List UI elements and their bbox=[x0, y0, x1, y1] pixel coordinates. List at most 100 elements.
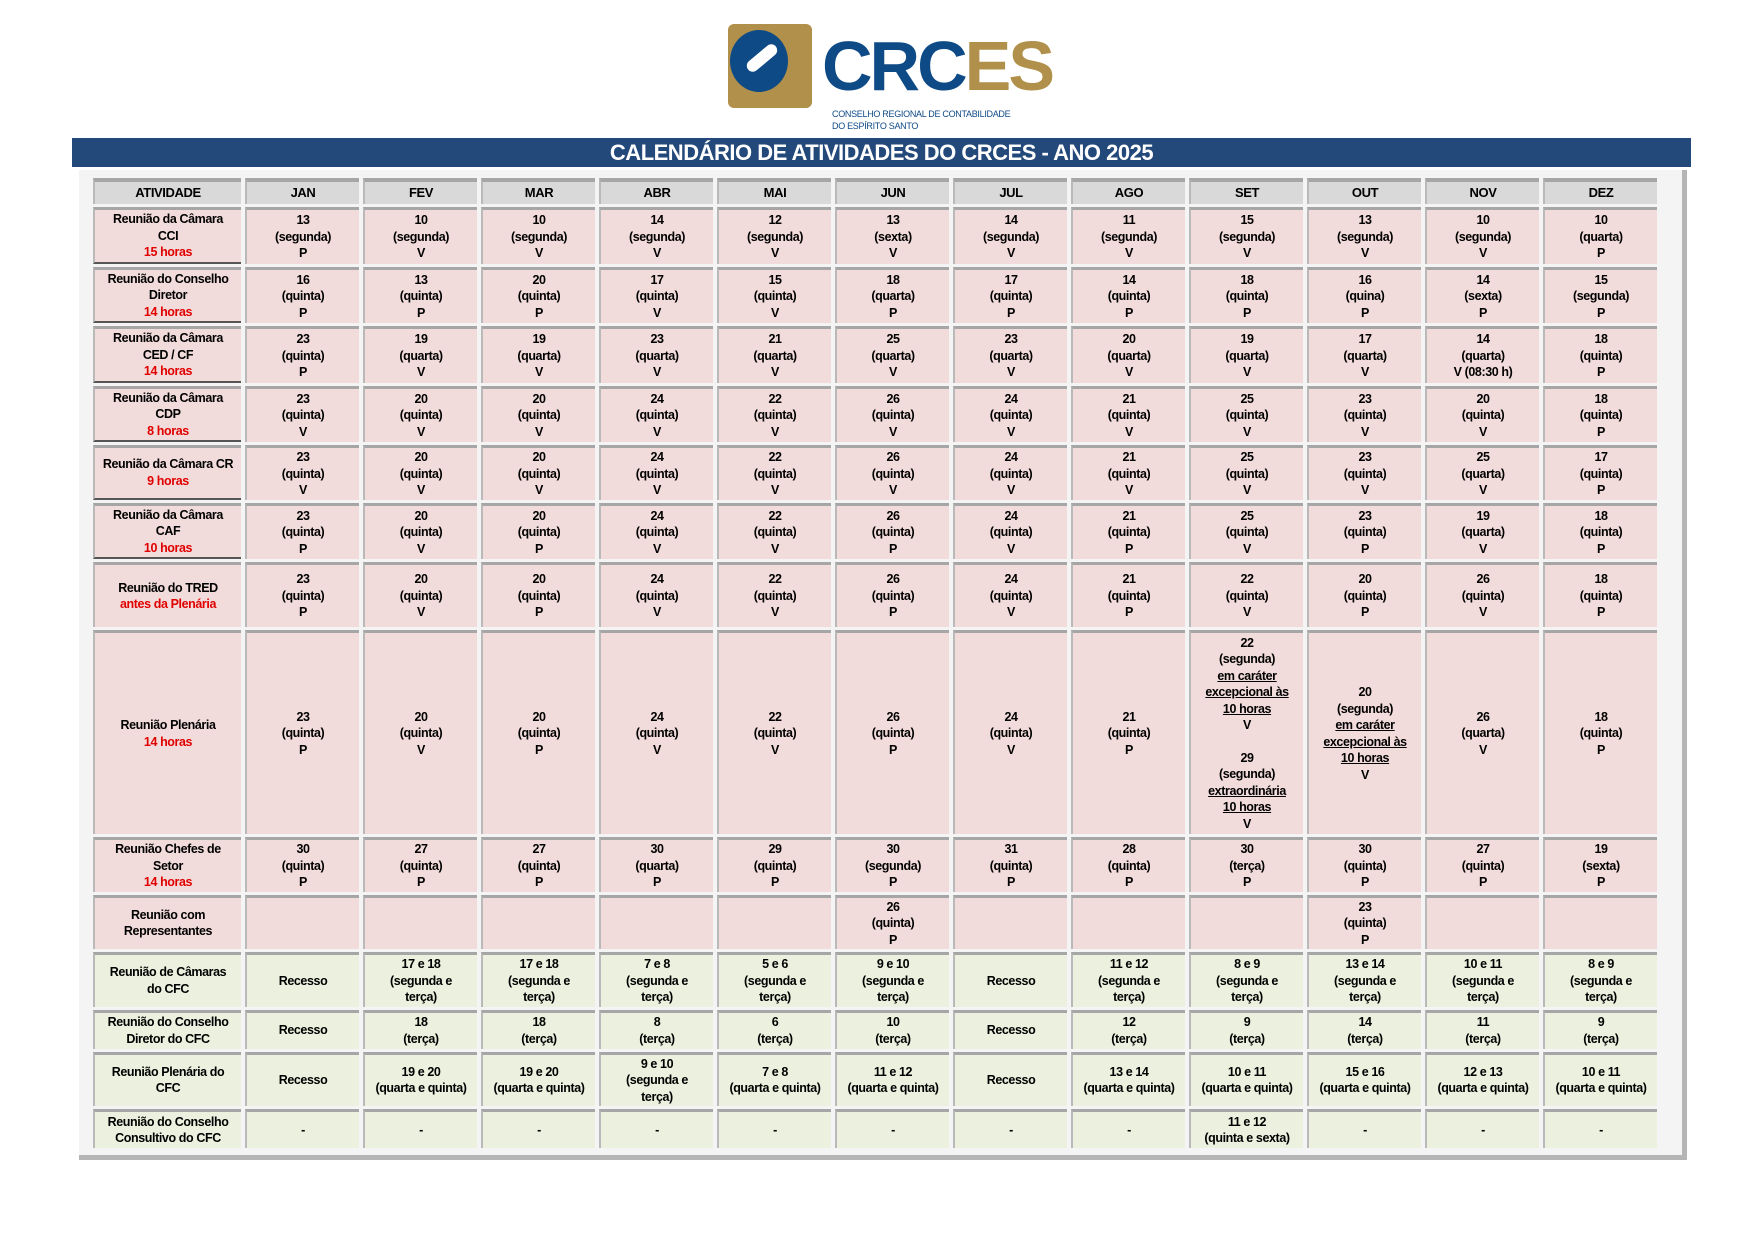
table-row: Reunião do Conselho Diretor do CFC Recesso… bbox=[93, 1009, 1657, 1049]
date-cell-line: 13 bbox=[414, 272, 428, 287]
date-cell-line: P bbox=[889, 605, 897, 620]
date-cell-out: 20 (quinta) P bbox=[1307, 562, 1421, 627]
date-cell-line: V bbox=[771, 305, 779, 320]
page-title: CALENDÁRIO DE ATIVIDADES DO CRCES - ANO … bbox=[72, 138, 1691, 167]
date-cell-line: (quinta) bbox=[1107, 858, 1151, 873]
date-cell-line: V bbox=[299, 483, 307, 497]
date-cell-jan: 30 (quinta) P bbox=[245, 837, 359, 892]
column-header-jan: JAN bbox=[245, 178, 359, 204]
date-cell-line: V bbox=[417, 742, 425, 757]
date-cell-line: 20 bbox=[414, 450, 428, 464]
date-cell-line: 11 e 12 bbox=[1109, 957, 1149, 971]
date-cell-jun: 26 (quinta) V bbox=[835, 445, 949, 500]
date-cell-line: (quarta) bbox=[517, 348, 561, 363]
date-cell-line: (quarta) bbox=[635, 858, 679, 873]
date-cell-line: terça) bbox=[641, 990, 673, 1004]
date-cell-nov: 26 (quinta) V bbox=[1425, 562, 1539, 627]
date-cell-line: 29 bbox=[1240, 750, 1254, 765]
date-cell-line: 25 bbox=[1476, 450, 1490, 464]
date-cell-nov: 20 (quinta) V bbox=[1425, 385, 1539, 442]
activity-name-line: CAF bbox=[155, 524, 181, 538]
date-cell-set: 18 (quinta) P bbox=[1189, 266, 1303, 323]
date-cell-mai: 15 (quinta) V bbox=[717, 266, 831, 323]
date-cell-line: P bbox=[889, 742, 897, 757]
date-cell-mai: 22 (quinta) V bbox=[717, 445, 831, 500]
date-cell-line: 27 bbox=[1476, 842, 1490, 856]
date-cell-line: 10 horas bbox=[1222, 800, 1272, 815]
date-cell-line: (quinta) bbox=[871, 916, 915, 930]
date-cell-jul: Recesso bbox=[953, 1009, 1067, 1049]
date-cell-line: (quinta) bbox=[399, 858, 443, 873]
logo-wordmark: CRCES bbox=[822, 27, 1055, 105]
date-cell-jul: 14 (segunda) V bbox=[953, 207, 1067, 264]
activity-name-line: Diretor do CFC bbox=[126, 1031, 210, 1046]
date-cell-line: - bbox=[655, 1122, 659, 1137]
date-cell-jan: 23 (quinta) V bbox=[245, 385, 359, 442]
date-cell-line: 22 bbox=[1240, 572, 1254, 587]
date-cell-line: - bbox=[1363, 1122, 1367, 1137]
date-cell-line: (segunda e bbox=[626, 1073, 688, 1087]
date-cell-line: P bbox=[653, 875, 661, 889]
activity-name-line: CED / CF bbox=[142, 347, 194, 362]
date-cell-jun: 10 (terça) bbox=[835, 1009, 949, 1049]
date-cell-line: P bbox=[1125, 541, 1133, 556]
date-cell-line: 16 bbox=[296, 272, 310, 287]
date-cell-line: P bbox=[771, 875, 779, 889]
date-cell-nov: 19 (quarta) V bbox=[1425, 502, 1539, 559]
date-cell-line: V bbox=[1007, 246, 1015, 260]
date-cell-line: 26 bbox=[886, 508, 900, 523]
activity-name-line: Reunião do Conselho bbox=[107, 1015, 229, 1029]
activity-name-line: Reunião com bbox=[130, 907, 206, 922]
table-row: Reunião com Representantes 26 (quinta) P 23 (q… bbox=[93, 894, 1657, 949]
date-cell-line: 23 bbox=[1004, 332, 1018, 346]
date-cell-line: V bbox=[771, 483, 779, 497]
date-cell-line: (quinta) bbox=[517, 858, 561, 873]
date-cell-jan: 13 (segunda) P bbox=[245, 207, 359, 264]
date-cell-out: 13 e 14 (segunda e terça) bbox=[1307, 952, 1421, 1007]
date-cell-line: (quinta) bbox=[1343, 466, 1387, 481]
date-cell-line: 20 bbox=[1358, 572, 1372, 587]
date-cell-fev: 17 e 18 (segunda e terça) bbox=[363, 952, 477, 1007]
date-cell-line: - bbox=[1599, 1122, 1603, 1137]
date-cell-line: (terça) bbox=[757, 1031, 793, 1046]
date-cell-line: (quinta) bbox=[989, 289, 1033, 303]
activity-name-line: Reunião de Câmaras bbox=[109, 965, 227, 980]
date-cell-line: 8 e 9 bbox=[1588, 957, 1614, 971]
date-cell-line: terça) bbox=[405, 990, 437, 1004]
date-cell-line: 20 bbox=[532, 391, 546, 406]
date-cell-line: V bbox=[653, 742, 661, 757]
date-cell-jan: 23 (quinta) V bbox=[245, 445, 359, 500]
date-cell-line: 19 bbox=[414, 332, 428, 346]
date-cell-dez: 18 (quinta) P bbox=[1543, 502, 1657, 559]
date-cell-mar: 20 (quinta) V bbox=[481, 385, 595, 442]
date-cell-line: (quinta) bbox=[281, 525, 325, 539]
date-cell-line: P bbox=[535, 305, 543, 320]
date-cell-line: P bbox=[1125, 875, 1133, 889]
date-cell-line: (quarta) bbox=[871, 348, 915, 363]
date-cell-mar: 17 e 18 (segunda e terça) bbox=[481, 952, 595, 1007]
date-cell-line: (quinta) bbox=[753, 408, 797, 422]
date-cell-fev: 19 e 20 (quarta e quinta) bbox=[363, 1051, 477, 1106]
date-cell-jan: 23 (quinta) P bbox=[245, 562, 359, 627]
date-cell-line: (quarta) bbox=[1461, 466, 1505, 481]
date-cell-line: 14 bbox=[1358, 1015, 1372, 1029]
date-cell-line: (quarta) bbox=[989, 348, 1033, 363]
date-cell-mar: 18 (terça) bbox=[481, 1009, 595, 1049]
date-cell-dez: 19 (sexta) P bbox=[1543, 837, 1657, 892]
activity-time-note: 15 horas bbox=[143, 245, 193, 259]
date-cell-line: (quinta) bbox=[1461, 588, 1505, 603]
date-cell-line: 20 bbox=[532, 709, 546, 724]
date-cell-out: 23 (quinta) P bbox=[1307, 894, 1421, 949]
activity-label: Reunião da Câmara CDP 8 horas bbox=[93, 385, 241, 442]
date-cell-line: 11 e 12 bbox=[1227, 1114, 1267, 1129]
date-cell-line: P bbox=[1125, 305, 1133, 320]
activity-time-note: 14 horas bbox=[143, 734, 193, 749]
date-cell-dez: 17 (quinta) P bbox=[1543, 445, 1657, 500]
date-cell-line: (segunda) bbox=[982, 229, 1040, 244]
date-cell-jun: 30 (segunda) P bbox=[835, 837, 949, 892]
date-cell-line: 20 bbox=[414, 391, 428, 406]
activity-label: Reunião de Câmaras do CFC bbox=[93, 952, 241, 1007]
date-cell-line: P bbox=[535, 541, 543, 556]
date-cell-line: V bbox=[1479, 742, 1487, 757]
date-cell-line: 14 bbox=[1004, 213, 1018, 227]
